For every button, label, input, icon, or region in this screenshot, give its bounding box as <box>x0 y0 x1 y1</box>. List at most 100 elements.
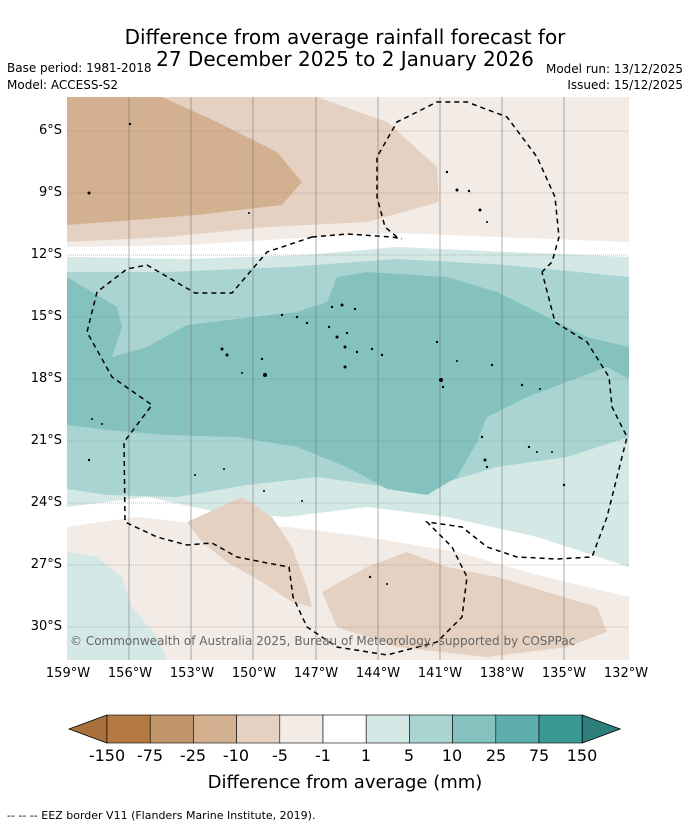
island <box>343 365 347 369</box>
colorbar-swatch <box>495 714 540 744</box>
map-gridlines <box>67 130 629 628</box>
island <box>87 191 91 195</box>
island <box>551 451 553 453</box>
colorbar-label: 1 <box>360 746 372 765</box>
islands <box>87 122 566 585</box>
copyright-notice: © Commonwealth of Australia 2025, Bureau… <box>70 634 576 648</box>
island <box>467 189 471 193</box>
lon-label: 138°W <box>479 666 525 681</box>
island <box>248 212 250 214</box>
island <box>220 347 224 351</box>
colorbar-swatch <box>409 714 453 744</box>
rainfall-map-canvas <box>67 97 629 660</box>
lat-label: 15°S <box>30 309 62 324</box>
island <box>128 122 132 126</box>
island <box>490 363 494 367</box>
island <box>486 221 488 223</box>
model-run: Model run: 13/12/2025 <box>545 62 683 76</box>
issued-date: Issued: 15/12/2025 <box>567 78 683 92</box>
island <box>478 208 482 212</box>
anomaly-region-south-neg5-west <box>187 497 312 607</box>
island <box>263 490 265 492</box>
island <box>241 372 243 374</box>
rainfall-map <box>67 97 629 660</box>
island <box>101 423 103 425</box>
colorbar-label: -10 <box>222 746 250 765</box>
colorbar-extend-low <box>67 714 108 744</box>
island <box>485 465 489 469</box>
island <box>435 340 439 344</box>
colorbar-swatches <box>67 714 622 744</box>
island <box>370 347 374 351</box>
base-period: Base period: 1981-2018 <box>7 61 152 75</box>
colorbar-label: 5 <box>403 746 415 765</box>
colorbar-swatch <box>322 714 367 744</box>
lat-label: 18°S <box>30 371 62 386</box>
colorbar-swatch <box>149 714 194 744</box>
anomaly-region-southwest-pos1 <box>67 552 167 660</box>
colorbar-title: Difference from average (mm) <box>207 772 483 793</box>
island <box>368 575 372 579</box>
lon-label: 132°W <box>603 666 649 681</box>
island <box>527 445 531 449</box>
colorbar-label: -25 <box>179 746 207 765</box>
lon-label: 135°W <box>541 666 587 681</box>
island <box>263 373 267 377</box>
map-title-line2: 27 December 2025 to 2 January 2026 <box>156 47 534 71</box>
island <box>386 583 388 585</box>
lat-label: 27°S <box>30 557 62 572</box>
colorbar-label: -150 <box>88 746 126 765</box>
model-name: Model: ACCESS-S2 <box>7 78 119 92</box>
colorbar-swatch <box>193 714 237 744</box>
colorbar <box>67 714 622 744</box>
colorbar-label: 150 <box>566 746 598 765</box>
colorbar-swatch <box>538 714 583 744</box>
colorbar-swatch <box>452 714 497 744</box>
lat-label: 21°S <box>30 433 62 448</box>
island <box>343 345 347 349</box>
colorbar-swatch <box>365 714 410 744</box>
island <box>345 331 349 335</box>
island <box>91 418 93 420</box>
lon-label: 150°W <box>231 666 277 681</box>
island <box>539 388 541 390</box>
eez-border-north <box>376 101 560 273</box>
island <box>355 350 359 354</box>
island <box>520 383 524 387</box>
colorbar-swatch <box>236 714 281 744</box>
lat-label: 9°S <box>38 185 62 200</box>
island <box>445 170 449 174</box>
lat-label: 30°S <box>30 619 62 634</box>
island <box>441 385 445 389</box>
island <box>260 357 264 361</box>
map-meridians <box>128 97 565 660</box>
anomaly-region-south-neg5-east <box>322 552 607 657</box>
island <box>330 305 334 309</box>
island <box>439 378 443 382</box>
colorbar-label: -5 <box>272 746 288 765</box>
colorbar-label: 10 <box>441 746 463 765</box>
island <box>305 321 309 325</box>
island <box>353 307 357 311</box>
island <box>380 353 384 357</box>
lon-label: 144°W <box>355 666 401 681</box>
lat-label: 12°S <box>30 247 62 262</box>
lon-label: 159°W <box>45 666 91 681</box>
island <box>562 483 566 487</box>
anomaly-band-white-north <box>67 233 629 259</box>
island <box>455 188 459 192</box>
lat-label: 24°S <box>30 495 62 510</box>
island <box>340 303 344 307</box>
eez-border <box>86 101 628 656</box>
colorbar-swatch <box>106 714 151 744</box>
island <box>223 468 225 470</box>
lon-label: 153°W <box>169 666 215 681</box>
island <box>536 451 538 453</box>
island <box>327 325 331 329</box>
island <box>480 435 484 439</box>
island <box>301 500 303 502</box>
colorbar-label: 25 <box>485 746 507 765</box>
colorbar-label: 75 <box>528 746 550 765</box>
island <box>456 360 458 362</box>
island <box>194 474 196 476</box>
